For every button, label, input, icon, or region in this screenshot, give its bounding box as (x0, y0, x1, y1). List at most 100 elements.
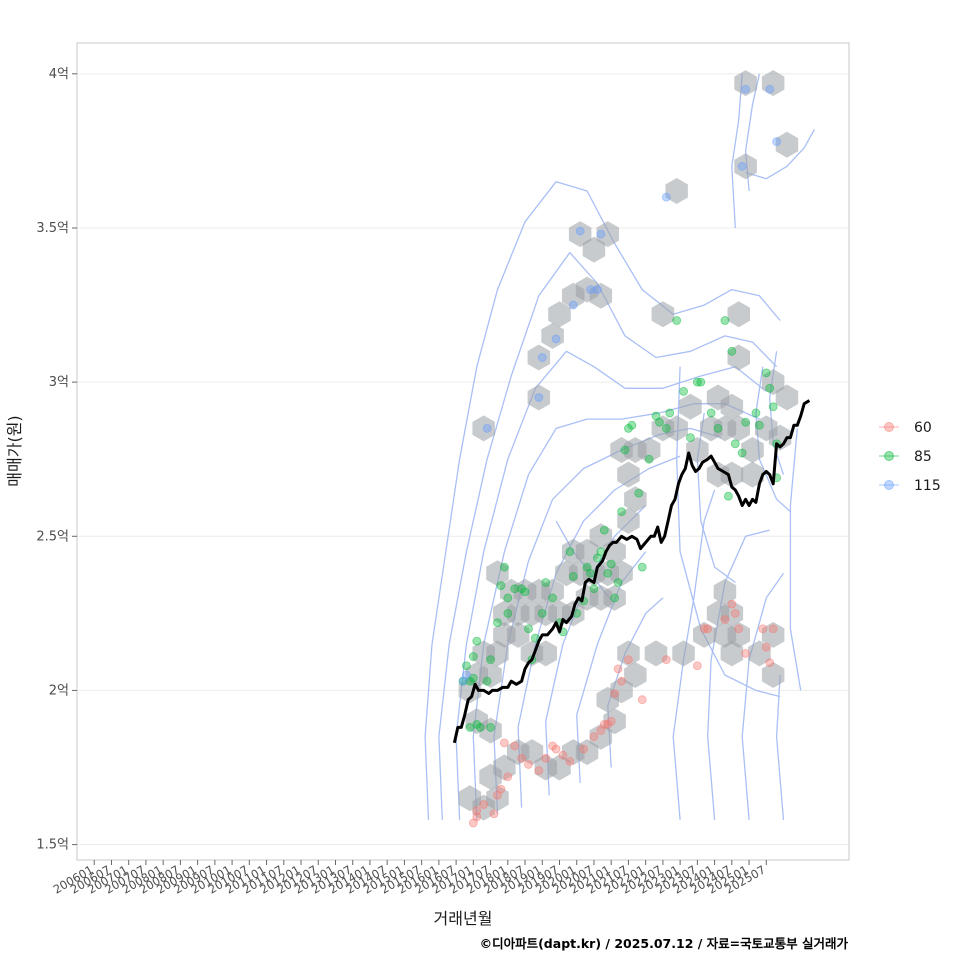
point-85 (727, 346, 737, 356)
point-85 (686, 433, 695, 443)
point-85 (637, 562, 647, 572)
legend-label: 60 (914, 420, 932, 436)
hexbin (548, 754, 571, 781)
point-85 (661, 423, 671, 433)
point-60 (703, 624, 713, 634)
chart-caption: ©디아파트(dapt.kr) / 2025.07.12 / 자료=국토교통부 실… (480, 936, 849, 951)
hexbin (644, 640, 668, 667)
point-85 (665, 408, 675, 418)
y-axis-title: 매매가(원) (5, 415, 24, 486)
point-60 (758, 624, 768, 634)
hexbin (486, 785, 509, 812)
hexbin (589, 523, 613, 550)
point-115 (568, 300, 578, 310)
trend-line (452, 399, 811, 744)
point-60 (541, 753, 551, 763)
point-60 (496, 784, 506, 794)
y-axis: 1.5억 2억 2.5억 3억 3.5억 4억 (36, 67, 77, 853)
density-contour (789, 428, 802, 691)
legend-key-115 (884, 480, 894, 490)
point-60 (637, 695, 647, 705)
hexbin (589, 282, 613, 309)
point-60 (624, 655, 633, 665)
hexbin (617, 507, 640, 534)
hexbin (761, 621, 785, 648)
hexbin (679, 393, 702, 420)
hexbin (672, 640, 695, 667)
point-60 (558, 750, 568, 760)
hexbin (727, 344, 750, 371)
point-85 (468, 652, 478, 661)
hexbin (520, 739, 544, 766)
hexbin (637, 437, 661, 463)
point-85 (754, 420, 764, 430)
point-85 (589, 584, 599, 594)
point-60 (589, 732, 599, 742)
point-60 (510, 741, 520, 751)
point-60 (503, 772, 513, 782)
trend-line-layer (452, 399, 811, 744)
point-60 (617, 676, 626, 686)
point-115 (593, 285, 602, 295)
hexbin (706, 461, 730, 488)
hexbin (720, 640, 744, 667)
point-60 (499, 738, 509, 748)
hexbin (527, 344, 551, 371)
point-85 (499, 562, 509, 572)
point-60 (734, 624, 744, 634)
point-85 (737, 448, 747, 458)
point-60 (768, 624, 778, 634)
point-60 (534, 766, 544, 775)
point-85 (541, 578, 551, 587)
point-60 (613, 664, 623, 674)
hexbin (741, 437, 764, 463)
density-contour (424, 181, 781, 820)
point-60 (579, 744, 589, 754)
point-85 (655, 417, 664, 427)
point-85 (472, 636, 482, 646)
point-85 (510, 584, 520, 594)
legend-label: 85 (914, 449, 932, 465)
legend-label: 115 (914, 478, 941, 494)
hexbin (617, 640, 640, 667)
point-85 (493, 618, 502, 628)
point-85 (503, 593, 513, 603)
point-115 (586, 285, 595, 295)
hexbin (734, 153, 757, 180)
hexbin (568, 221, 592, 248)
point-85 (496, 581, 506, 591)
point-85 (465, 723, 475, 732)
hexbin (775, 131, 799, 158)
point-85 (586, 568, 595, 578)
y-tick-label: 1.5억 (36, 838, 69, 853)
hexbin (479, 717, 502, 744)
density-contour (745, 128, 816, 180)
point-60 (472, 806, 482, 816)
point-85 (627, 420, 637, 430)
point-115 (551, 334, 561, 344)
hexbin (665, 415, 688, 442)
y-tick-label: 2억 (49, 683, 69, 698)
point-85 (696, 377, 706, 387)
point-115 (596, 229, 606, 239)
hexbin (541, 578, 564, 605)
point-60 (692, 661, 702, 671)
point-115 (741, 84, 751, 94)
y-tick-label: 2.5억 (36, 529, 69, 544)
point-85 (568, 571, 578, 581)
point-85 (517, 584, 526, 594)
point-60 (610, 689, 620, 698)
point-60 (741, 649, 751, 658)
point-85 (462, 661, 471, 671)
point-85 (610, 593, 620, 603)
hexbin (748, 640, 771, 667)
point-115 (537, 353, 547, 362)
point-85 (644, 454, 654, 464)
plot-panel (77, 43, 849, 860)
point-85 (672, 316, 682, 325)
hexbin (582, 236, 606, 263)
point-85 (713, 423, 723, 433)
point-85 (761, 368, 771, 378)
hexbin (727, 301, 750, 328)
point-60 (479, 800, 489, 809)
